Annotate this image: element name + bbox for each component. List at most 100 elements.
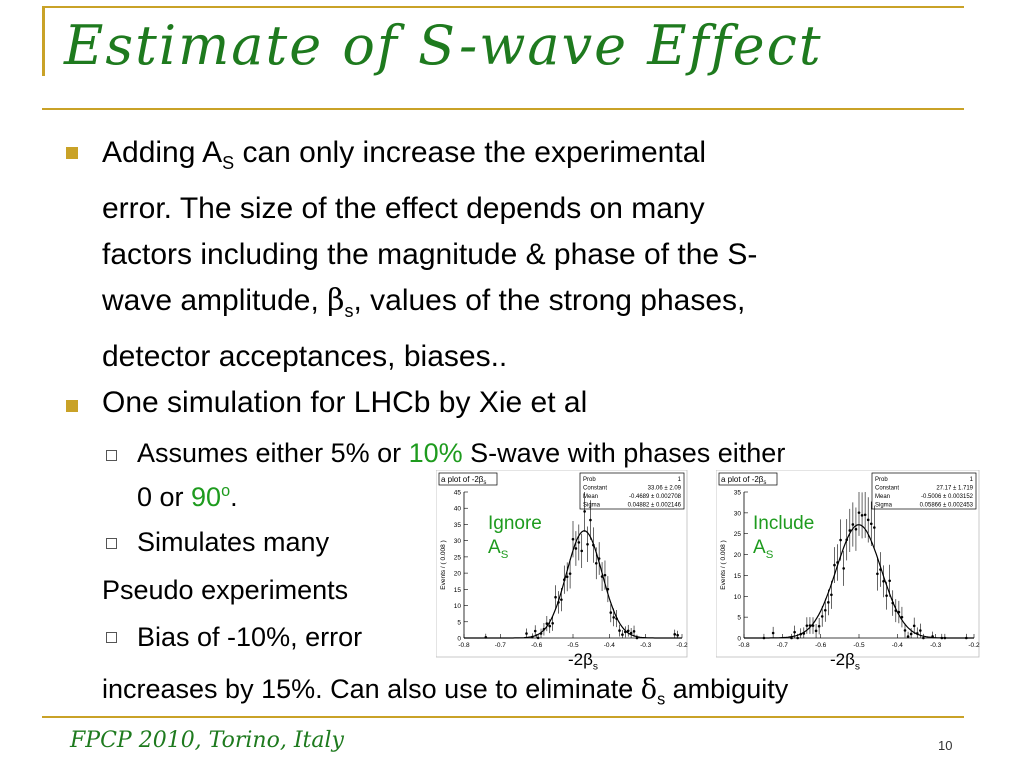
bullet-2: One simulation for LHCb by Xie et al [102, 386, 588, 419]
subscript: S [500, 548, 509, 561]
data-point [618, 629, 621, 632]
data-point [873, 526, 876, 529]
data-point [943, 636, 947, 640]
plot-header-sub: s [483, 480, 486, 486]
y-tick-label: 35 [454, 522, 462, 529]
data-point [790, 636, 793, 640]
frame-top-rule [42, 6, 964, 8]
data-point [612, 616, 615, 619]
subscript: s [592, 661, 598, 673]
data-point [891, 601, 895, 605]
plot-xlabel: -2βs [568, 650, 598, 672]
data-point [771, 631, 775, 635]
y-tick-label: 15 [454, 587, 462, 594]
superscript: o [221, 482, 231, 500]
x-tick-label: -0.6 [815, 642, 827, 649]
data-point [568, 572, 572, 575]
data-point [965, 636, 968, 640]
y-axis-label: Events / ( 0.008 ) [440, 540, 447, 590]
sub-bullet-text: 0 or [137, 482, 192, 512]
data-point [796, 636, 799, 640]
data-point [894, 609, 898, 612]
data-point [805, 624, 809, 627]
bullet-1-text: wave amplitude, [102, 284, 328, 317]
x-tick-label: -0.5 [567, 642, 579, 649]
data-point [897, 610, 901, 614]
subscript: s [657, 690, 666, 709]
y-tick-label: 20 [734, 552, 742, 559]
stats-value: 1 [678, 477, 682, 483]
highlight-text: 90 [191, 482, 222, 512]
data-point [597, 557, 601, 560]
data-point [888, 579, 891, 583]
y-tick-label: 40 [454, 506, 462, 513]
last-line-text: ambiguity [665, 674, 789, 704]
plot-xlabel: -2βs [830, 650, 860, 672]
data-point [606, 587, 610, 591]
data-point [632, 630, 636, 633]
data-point [900, 615, 904, 619]
data-point [583, 510, 586, 513]
y-tick-label: 15 [734, 573, 742, 580]
data-point [635, 636, 639, 640]
data-point [940, 636, 944, 640]
data-point [906, 635, 910, 638]
data-point [565, 575, 569, 579]
data-point [621, 633, 624, 636]
data-point [912, 624, 916, 628]
stats-box [871, 472, 977, 510]
data-point [866, 518, 870, 522]
stats-value: -0.5006 ± 0.003152 [921, 494, 974, 500]
data-point [851, 523, 855, 526]
pseudo-experiments-line: Pseudo experiments [102, 575, 349, 605]
plot-header-box [718, 472, 778, 486]
bullet-1: Adding AS can only increase the experime… [102, 130, 982, 380]
stats-value: 27.17 ± 1.719 [936, 486, 973, 492]
data-point [903, 629, 907, 632]
stats-value: -0.4689 ± 0.002708 [629, 494, 682, 500]
data-point [542, 627, 546, 631]
stats-key: Mean [583, 494, 598, 500]
data-point [802, 632, 806, 635]
y-tick-label: 35 [734, 490, 742, 497]
xlabel-text: -2β [568, 650, 593, 669]
data-point [882, 579, 885, 583]
x-tick-label: -0.2 [676, 642, 688, 649]
annotation-line: A [753, 537, 766, 558]
data-point [626, 629, 630, 633]
data-point [594, 561, 598, 565]
sub-bullet-1: Assumes either 5% or 10% S-wave with pha… [137, 434, 977, 516]
annotation-line: Include [753, 513, 815, 534]
data-point [762, 636, 766, 640]
footer-rule [42, 716, 964, 718]
plot-header-text: a plot of -2βs [721, 475, 766, 486]
data-point [533, 629, 537, 633]
data-point [673, 633, 677, 636]
x-tick-label: -0.5 [853, 642, 865, 649]
bullet-1-text: can only increase the experimental [234, 136, 707, 169]
last-line: increases by 15%. Can also use to elimin… [102, 670, 788, 718]
data-point [592, 543, 595, 547]
data-point [539, 632, 543, 635]
bullet-marker [66, 400, 78, 412]
x-tick-label: -0.3 [640, 642, 652, 649]
y-tick-label: 20 [454, 571, 462, 578]
y-tick-label: 10 [454, 603, 462, 610]
x-tick-label: -0.8 [458, 642, 470, 649]
data-point [811, 624, 815, 627]
sub-bullet-text: Assumes either 5% or [137, 438, 409, 468]
stats-value: 0.05866 ± 0.002453 [920, 503, 974, 509]
stats-value: 33.06 ± 2.09 [648, 486, 682, 492]
xlabel-text: -2β [830, 650, 855, 669]
stats-value: 0.04882 ± 0.002146 [628, 503, 682, 509]
stats-key: Constant [583, 486, 607, 492]
beta-symbol: β [327, 283, 345, 318]
stats-key: Sigma [875, 503, 893, 509]
stats-key: Constant [875, 486, 899, 492]
data-point [876, 572, 879, 576]
subscript: S [222, 153, 235, 173]
plot-header-sub: s [763, 480, 766, 486]
data-point [586, 542, 589, 546]
data-point [823, 608, 827, 612]
y-tick-label: 0 [737, 636, 741, 643]
